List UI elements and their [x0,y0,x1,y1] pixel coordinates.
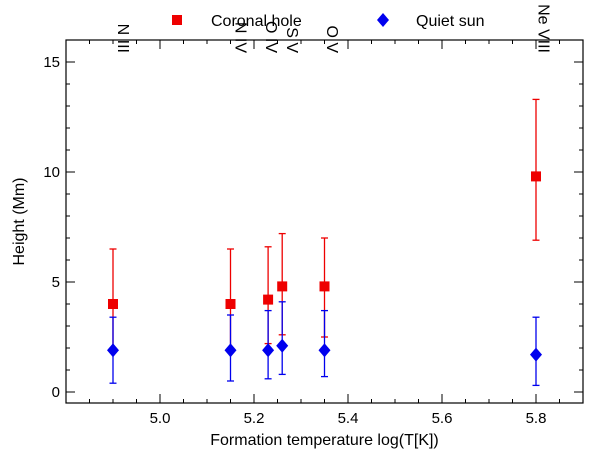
data-markers [107,171,542,362]
data-point [276,338,289,353]
ion-label: O IV [262,21,279,53]
legend: Coronal hole Quiet sun [172,13,484,30]
y-tick-label: 5 [52,274,60,291]
ion-annotations: N III N IV O IV S V O V Ne VIII [114,4,552,53]
data-point [530,347,542,362]
ion-label: N III [114,24,131,53]
ion-label: N IV [232,22,249,53]
x-tick-label: 5.2 [244,410,265,427]
data-point [263,294,274,305]
legend-label: Quiet sun [416,13,484,30]
legend-label: Coronal hole [211,13,302,30]
data-point [107,343,119,358]
data-point [225,299,236,309]
legend-marker [172,15,182,25]
y-tick-label: 0 [52,384,60,401]
data-point [108,299,118,309]
ion-label: O V [323,25,340,53]
error-bars [109,98,540,387]
ion-label: Ne VIII [535,4,552,53]
y-axis-title: Height (Mm) [11,177,28,265]
data-point [531,171,541,182]
data-point [277,281,288,292]
y-tick-label: 15 [43,54,60,71]
data-point [224,343,237,358]
legend-marker [377,13,389,27]
axis-ticks: 5.0 5.2 5.4 5.6 5.8 0 5 10 15 [43,40,584,427]
x-tick-label: 5.0 [150,410,171,427]
data-point [262,343,275,358]
x-axis-title: Formation temperature log(T[K]) [210,432,439,449]
y-tick-label: 10 [43,164,60,181]
data-point [319,281,330,292]
x-tick-label: 5.6 [432,410,453,427]
ion-label: S V [283,27,300,53]
data-point [318,343,331,358]
x-tick-label: 5.8 [526,410,547,427]
x-tick-label: 5.4 [338,410,359,427]
